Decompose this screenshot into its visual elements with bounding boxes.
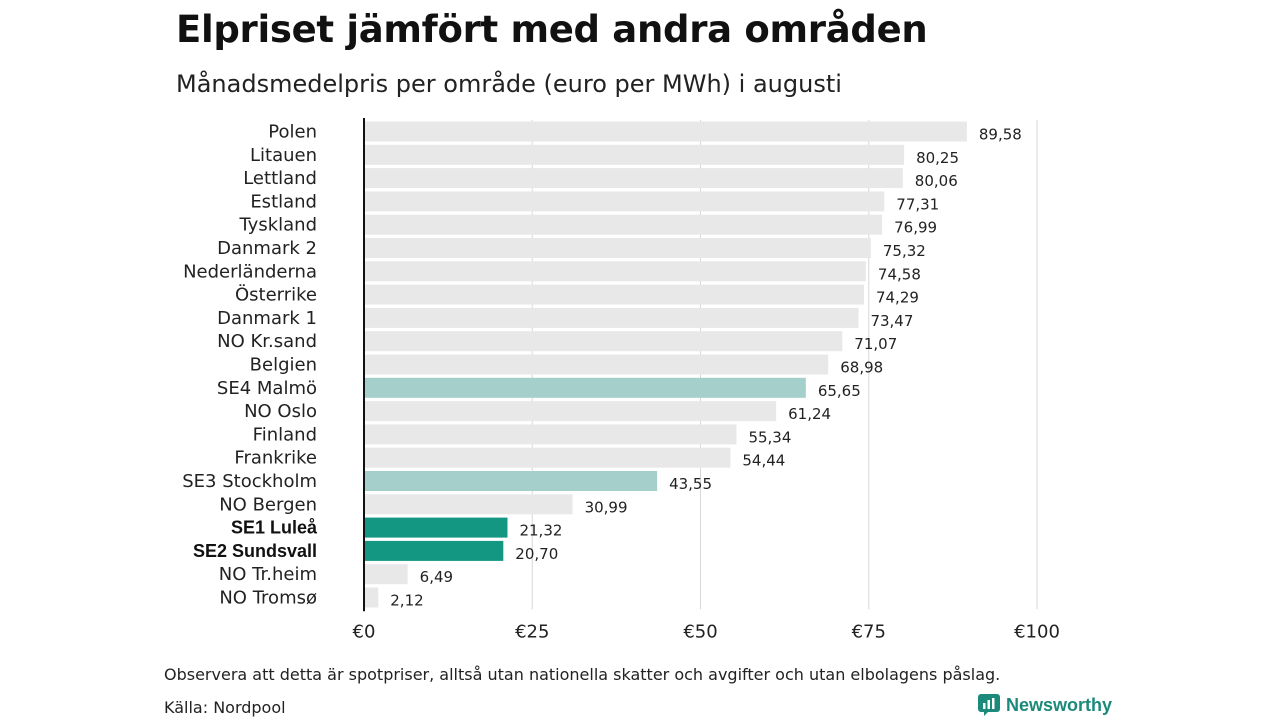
bar [364, 471, 658, 491]
category-label: Lettland [243, 168, 317, 189]
category-label: NO Kr.sand [217, 331, 317, 352]
category-label: Finland [253, 424, 317, 445]
category-label: SE1 Luleå [231, 518, 318, 538]
newsworthy-logo-icon [978, 694, 1000, 716]
value-label: 55,34 [748, 428, 791, 446]
bar [364, 261, 866, 282]
value-label: 21,32 [519, 522, 562, 540]
category-label: NO Bergen [219, 494, 317, 515]
brand-name: Newsworthy [1006, 694, 1113, 715]
bar [364, 307, 859, 328]
value-label: 80,06 [915, 172, 958, 190]
bar [364, 540, 504, 561]
value-label: 73,47 [870, 312, 913, 330]
chart-title: Elpriset jämfört med andra områden [176, 8, 928, 51]
category-label: Belgien [250, 355, 317, 376]
bar [364, 517, 508, 538]
category-label: SE3 Stockholm [182, 471, 317, 492]
value-label: 74,29 [876, 289, 919, 307]
bar-chart: Polen 89,58 Litauen 80,25 Lettland 80,06 Estla… [182, 118, 1060, 642]
category-label: SE4 Malmö [217, 378, 317, 399]
bar [364, 587, 379, 608]
bar [364, 401, 777, 422]
footnote: Observera att detta är spotpriser, allts… [164, 665, 1001, 684]
value-label: 30,99 [585, 498, 628, 516]
category-label: Danmark 2 [217, 238, 317, 259]
bar [364, 214, 883, 235]
bar [364, 238, 871, 258]
bar [364, 494, 573, 515]
value-label: 54,44 [742, 452, 785, 470]
x-tick-label: €25 [515, 621, 549, 642]
bar [364, 191, 885, 212]
bar [364, 284, 864, 305]
bar [364, 377, 806, 398]
value-label: 68,98 [840, 359, 883, 377]
brand-logo: Newsworthy [978, 694, 1112, 716]
category-label: Litauen [250, 145, 317, 166]
x-tick-label: €50 [683, 621, 717, 642]
category-label: Frankrike [234, 448, 317, 469]
category-label: NO Tromsø [219, 588, 317, 609]
bar [364, 354, 829, 375]
source-credit: Källa: Nordpool [164, 698, 286, 717]
category-label: NO Oslo [244, 401, 317, 422]
bar [364, 144, 905, 165]
value-label: 6,49 [420, 568, 453, 586]
chart-subtitle: Månadsmedelpris per område (euro per MWh… [176, 70, 842, 98]
category-label: NO Tr.heim [219, 564, 317, 585]
value-label: 71,07 [854, 335, 897, 353]
category-label: Nederländerna [183, 261, 317, 282]
category-label: Polen [268, 122, 317, 143]
bar [364, 331, 843, 352]
bar [364, 564, 408, 585]
value-label: 61,24 [788, 405, 831, 423]
bar [364, 447, 731, 468]
category-label: Danmark 1 [217, 308, 317, 329]
value-label: 2,12 [390, 592, 423, 610]
value-label: 77,31 [896, 195, 939, 213]
value-label: 76,99 [894, 219, 937, 237]
bar [364, 424, 737, 445]
category-label: Österrike [235, 284, 317, 306]
x-tick-label: €100 [1014, 621, 1060, 642]
x-tick-label: €75 [852, 621, 886, 642]
bar [364, 168, 903, 189]
value-label: 74,58 [878, 265, 921, 283]
value-label: 43,55 [669, 475, 712, 493]
bar [364, 121, 967, 142]
value-label: 20,70 [515, 545, 558, 563]
value-label: 89,58 [979, 126, 1022, 144]
x-tick-label: €0 [353, 621, 376, 642]
category-label: Estland [250, 191, 317, 212]
value-label: 65,65 [818, 382, 861, 400]
category-label: SE2 Sundsvall [193, 541, 317, 561]
category-label: Tyskland [238, 215, 317, 236]
value-label: 75,32 [883, 242, 926, 260]
value-label: 80,25 [916, 149, 959, 167]
